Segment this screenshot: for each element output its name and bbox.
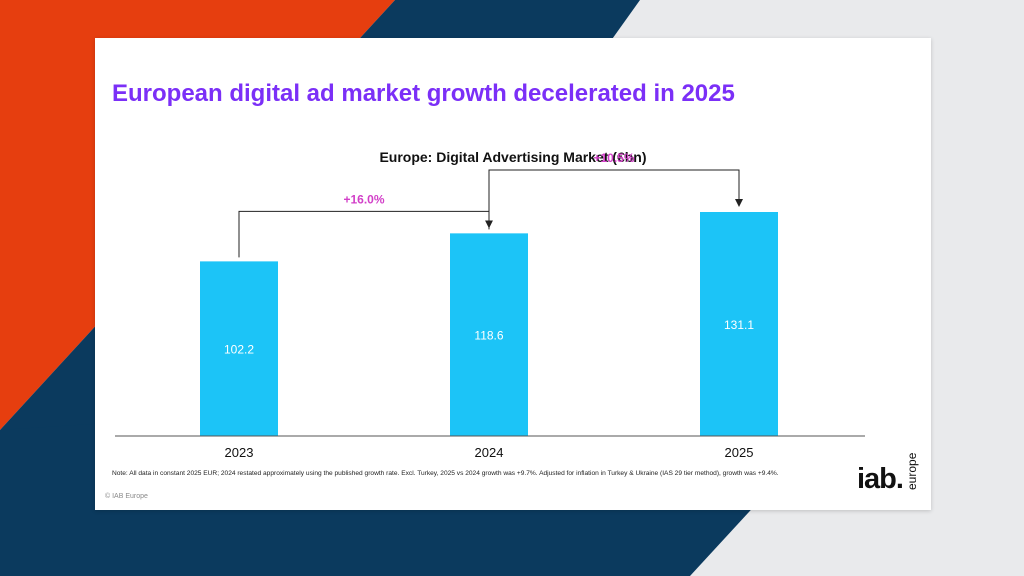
growth-label: +16.0% xyxy=(343,192,384,206)
bar-chart: 102.2 2023 118.6 2024 131.1 2025 +16.0% +10.5% xyxy=(115,151,865,460)
chart-title: Europe: Digital Advertising Market (€bn) xyxy=(379,149,647,165)
copyright-text: © IAB Europe xyxy=(105,493,148,500)
x-tick-label: 2025 xyxy=(725,445,754,460)
bar-value-label: 102.2 xyxy=(224,343,254,357)
x-tick-label: 2023 xyxy=(225,445,254,460)
iab-europe-logo: iab. europe xyxy=(857,450,925,502)
growth-connector xyxy=(488,169,743,230)
logo-sub-text: europe xyxy=(905,452,919,490)
bar-value-label: 131.1 xyxy=(724,318,754,332)
footnote: Note: All data in constant 2025 EUR; 202… xyxy=(112,470,779,477)
growth-label: +10.5% xyxy=(593,151,634,165)
bar-value-label: 118.6 xyxy=(474,329,503,343)
logo-main-text: iab. xyxy=(857,463,904,495)
bar-2025 xyxy=(700,212,778,436)
x-tick-label: 2024 xyxy=(475,445,504,460)
bar-2024 xyxy=(450,233,528,436)
bar-2023 xyxy=(200,261,278,436)
slide-title: European digital ad market growth decele… xyxy=(112,80,735,107)
slide-card: European digital ad market growth decele… xyxy=(95,38,931,510)
